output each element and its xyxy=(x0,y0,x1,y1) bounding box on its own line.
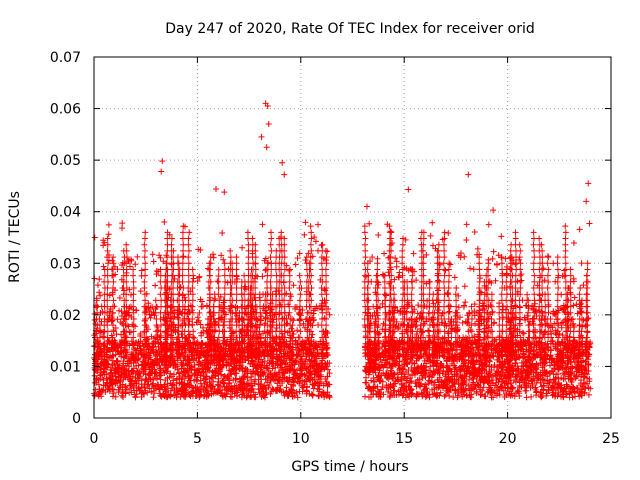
data-point xyxy=(463,221,470,228)
data-point xyxy=(512,261,519,268)
data-point xyxy=(485,221,492,228)
data-point xyxy=(429,242,436,249)
data-point xyxy=(259,273,266,280)
data-point xyxy=(413,277,420,284)
data-point xyxy=(168,373,175,380)
data-point xyxy=(422,373,429,380)
data-point xyxy=(437,261,444,268)
data-point xyxy=(510,257,517,264)
data-point xyxy=(524,291,531,298)
data-point xyxy=(153,268,160,275)
data-point xyxy=(400,321,407,328)
data-point xyxy=(194,314,201,321)
data-point xyxy=(516,256,523,263)
data-point xyxy=(292,261,299,268)
data-point xyxy=(315,221,322,228)
data-point xyxy=(442,391,449,398)
data-point xyxy=(218,252,225,259)
data-point xyxy=(522,387,529,394)
data-point xyxy=(419,329,426,336)
data-point xyxy=(170,377,177,384)
data-point xyxy=(437,389,444,396)
data-point xyxy=(262,267,269,274)
data-point xyxy=(446,308,453,315)
data-point xyxy=(286,267,293,274)
data-point xyxy=(540,265,547,272)
data-point xyxy=(91,234,98,241)
data-point xyxy=(512,302,519,309)
data-point xyxy=(118,331,125,338)
data-point xyxy=(366,220,373,227)
data-point xyxy=(471,301,478,308)
data-point xyxy=(148,388,155,395)
data-point xyxy=(324,248,331,255)
data-point xyxy=(489,255,496,262)
data-point xyxy=(369,254,376,261)
data-point xyxy=(326,370,333,377)
data-point xyxy=(533,370,540,377)
data-point xyxy=(455,304,462,311)
data-point xyxy=(309,391,316,398)
data-point xyxy=(521,314,528,321)
data-point xyxy=(566,394,573,401)
data-point xyxy=(157,254,164,261)
data-point xyxy=(178,331,185,338)
data-point xyxy=(466,376,473,383)
data-point xyxy=(119,220,126,227)
data-point xyxy=(386,394,393,401)
data-point xyxy=(109,393,116,400)
data-points xyxy=(91,100,594,401)
data-point xyxy=(531,300,538,307)
data-point xyxy=(312,238,319,245)
data-point xyxy=(100,329,107,336)
data-point xyxy=(164,380,171,387)
data-point xyxy=(96,289,103,296)
data-point xyxy=(175,369,182,376)
data-point xyxy=(232,304,239,311)
data-point xyxy=(302,219,309,226)
